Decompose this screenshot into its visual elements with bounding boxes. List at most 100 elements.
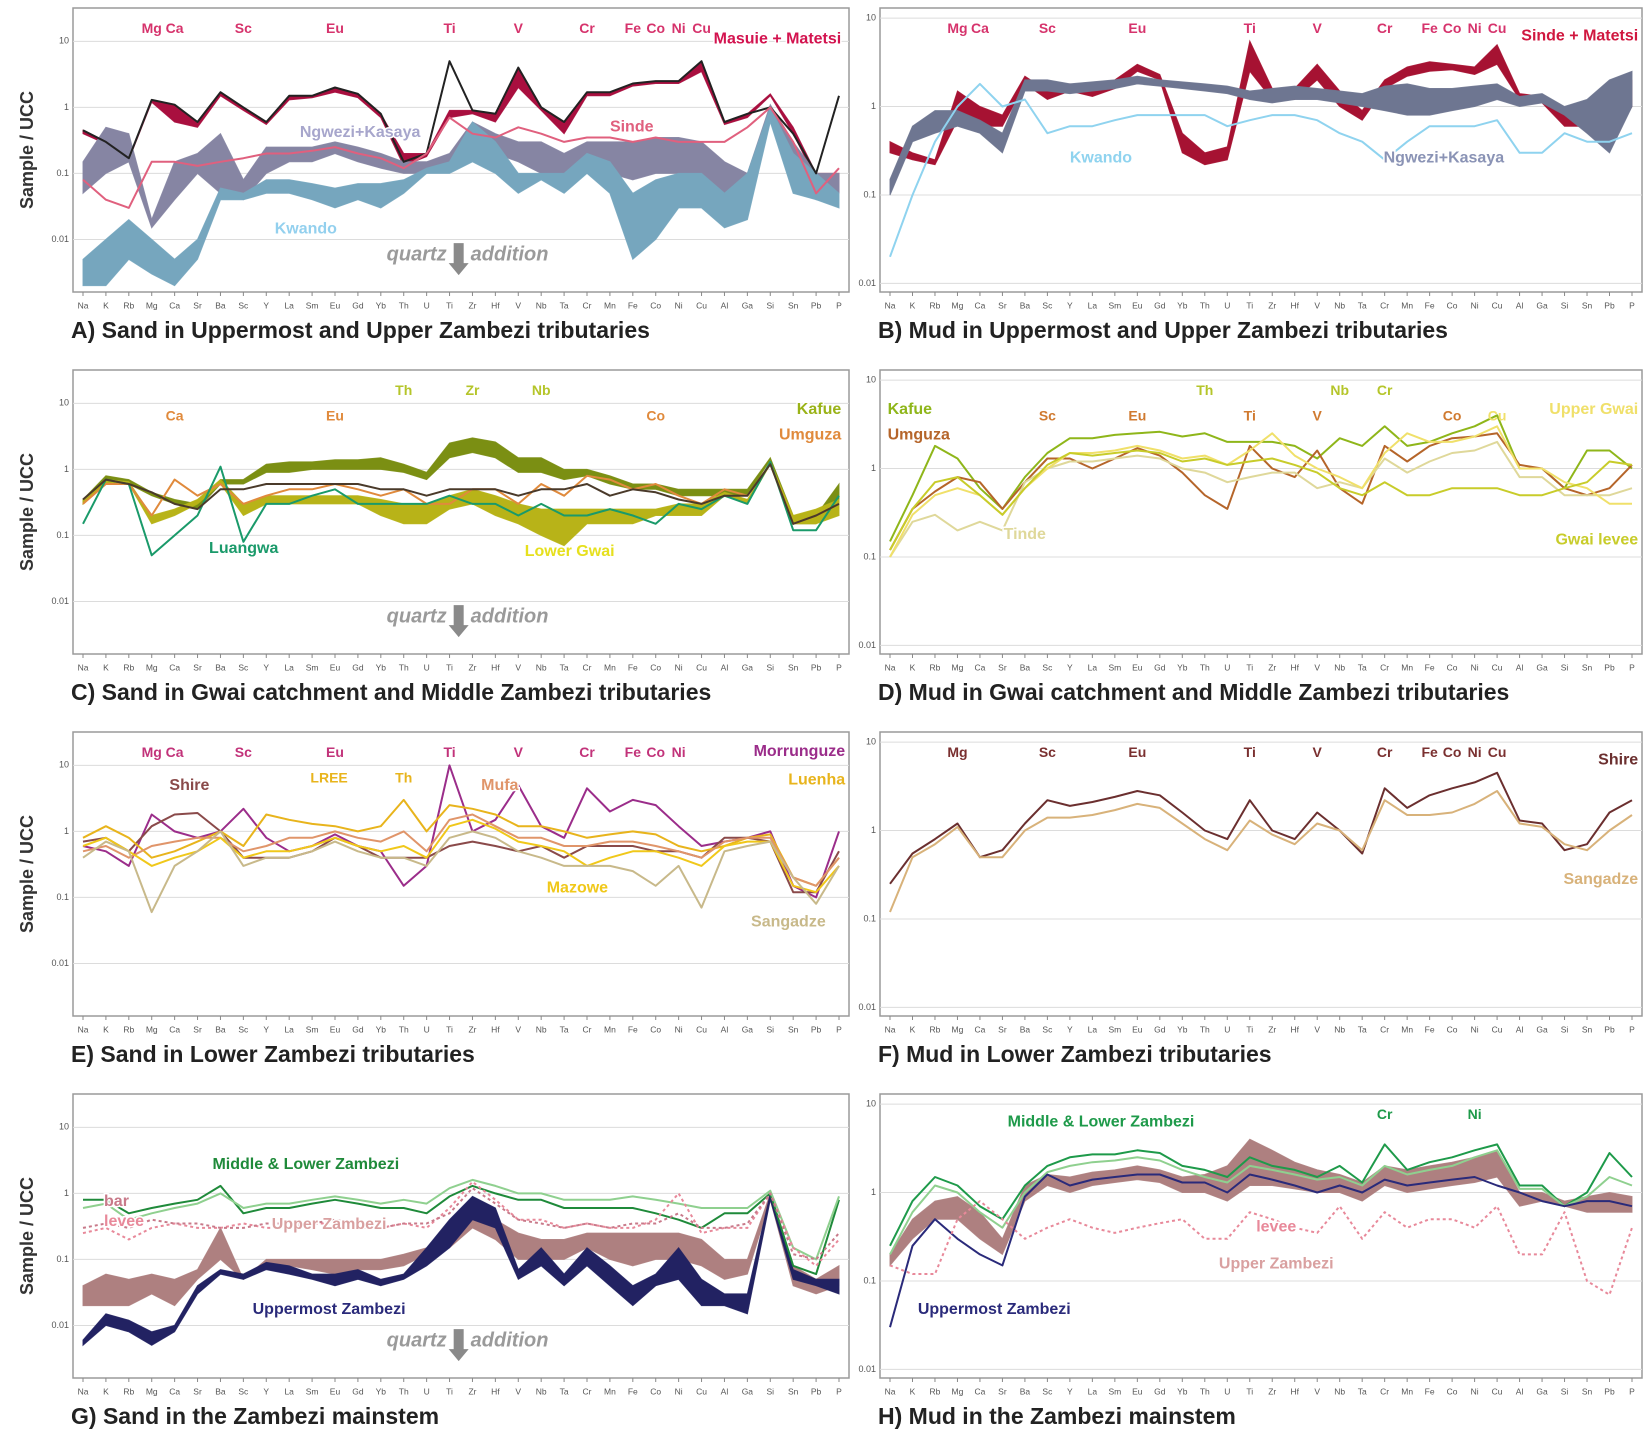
x-tick-label: P	[836, 662, 842, 672]
element-annotation: Fe	[1421, 744, 1438, 760]
x-tick-label: Ti	[446, 300, 453, 310]
series-label: Luangwa	[209, 540, 278, 557]
x-tick-label: Th	[399, 300, 409, 310]
x-tick-label: Pb	[1604, 300, 1615, 310]
x-tick-label: Eu	[1132, 1024, 1143, 1034]
x-tick-label: Al	[721, 1386, 729, 1396]
x-tick-label: Si	[1561, 1024, 1569, 1034]
x-tick-label: Co	[1447, 300, 1458, 310]
x-tick-label: Th	[399, 1386, 409, 1396]
note: quartz	[387, 243, 447, 265]
x-tick-label: Gd	[352, 1386, 364, 1396]
x-tick-label: Sm	[306, 1386, 319, 1396]
x-tick-label: Ca	[975, 1024, 986, 1034]
y-tick-label: 0.01	[858, 640, 876, 650]
x-tick-label: Nb	[1334, 300, 1345, 310]
x-tick-label: Co	[650, 1386, 661, 1396]
x-tick-label: Ba	[1020, 300, 1031, 310]
element-annotation: Ni	[1468, 744, 1482, 760]
panel-title: A) Sand in Uppermost and Upper Zambezi t…	[71, 317, 650, 343]
x-tick-label: Y	[1067, 662, 1073, 672]
x-tick-label: Mn	[1401, 1024, 1413, 1034]
series-label: Mufa	[481, 777, 518, 794]
x-tick-label: Ba	[215, 1386, 226, 1396]
x-tick-label: P	[836, 1386, 842, 1396]
panel-title: C) Sand in Gwai catchment and Middle Zam…	[71, 679, 711, 705]
x-tick-label: U	[424, 662, 430, 672]
element-annotation: Ni	[672, 744, 686, 760]
x-tick-label: Ni	[1471, 662, 1479, 672]
series-line	[889, 449, 1633, 551]
x-tick-label: Ga	[742, 1024, 754, 1034]
x-tick-label: Mg	[952, 1386, 964, 1396]
x-tick-label: Mg	[952, 1024, 964, 1034]
x-tick-label: Cu	[696, 662, 707, 672]
x-tick-label: Yb	[1177, 662, 1188, 672]
series-label: Ngwezi+Kasaya	[300, 124, 421, 141]
x-tick-label: Sm	[306, 300, 319, 310]
element-annotation: Eu	[1128, 744, 1146, 760]
x-tick-label: Nb	[1334, 662, 1345, 672]
series-label: Sangadze	[751, 913, 826, 930]
x-tick-label: Ga	[1536, 662, 1548, 672]
x-tick-label: Al	[721, 1024, 729, 1034]
y-axis-label: Sample / UCC	[17, 453, 37, 571]
x-tick-label: Fe	[1425, 662, 1435, 672]
series-label: Upper Gwai	[1549, 401, 1638, 418]
element-annotation: Ca	[166, 408, 184, 424]
y-tick-label: 10	[59, 1122, 69, 1132]
x-tick-label: V	[515, 1024, 521, 1034]
y-tick-label: 10	[59, 398, 69, 408]
x-tick-label: La	[1088, 662, 1098, 672]
y-tick-label: 0.01	[858, 278, 876, 288]
x-tick-label: Zr	[1268, 300, 1276, 310]
x-tick-label: Sc	[1042, 662, 1053, 672]
plot-frame	[879, 7, 1643, 293]
x-tick-label: Sr	[998, 1024, 1007, 1034]
x-tick-label: Ga	[742, 662, 754, 672]
data-layer	[889, 414, 1633, 558]
x-tick-label: Y	[263, 1386, 269, 1396]
x-tick-label: Th	[1200, 662, 1210, 672]
y-tick-label: 1	[64, 1188, 69, 1198]
plot-frame	[879, 731, 1643, 1017]
element-annotation: Co	[646, 408, 665, 424]
y-tick-label: 1	[64, 102, 69, 112]
x-tick-label: Sn	[1582, 662, 1593, 672]
x-tick-label: Ga	[1536, 1386, 1548, 1396]
x-tick-label: Gd	[352, 1024, 364, 1034]
x-tick-label: Fe	[1425, 1386, 1435, 1396]
series-label: Kwando	[275, 221, 337, 238]
x-tick-label: Zr	[468, 1386, 476, 1396]
data-layer	[82, 764, 840, 914]
x-tick-label: K	[910, 662, 916, 672]
x-tick-label: Ba	[215, 300, 226, 310]
x-tick-label: V	[515, 1386, 521, 1396]
x-tick-label: Cu	[1492, 1386, 1503, 1396]
x-tick-label: Ba	[1020, 662, 1031, 672]
series-line	[82, 460, 840, 557]
x-tick-label: Fe	[628, 1024, 638, 1034]
element-annotation: Cu	[1488, 20, 1507, 36]
x-tick-label: Hf	[491, 1024, 500, 1034]
y-tick-label: 0.1	[863, 189, 876, 199]
x-tick-label: Zr	[1268, 1024, 1276, 1034]
x-tick-label: Eu	[330, 1024, 341, 1034]
x-tick-label: Cu	[696, 300, 707, 310]
x-tick-label: Sr	[998, 662, 1007, 672]
x-tick-label: Yb	[1177, 300, 1188, 310]
x-tick-label: La	[284, 1386, 294, 1396]
x-tick-label: Ta	[1358, 662, 1367, 672]
element-annotation: Mg	[947, 20, 967, 36]
element-annotation: Eu	[326, 408, 344, 424]
x-tick-label: V	[1314, 1386, 1320, 1396]
series-label: levee	[104, 1213, 144, 1230]
data-layer	[82, 60, 840, 287]
element-annotation: Ni	[1468, 20, 1482, 36]
x-tick-label: Mg	[146, 1024, 158, 1034]
x-tick-label: La	[284, 300, 294, 310]
